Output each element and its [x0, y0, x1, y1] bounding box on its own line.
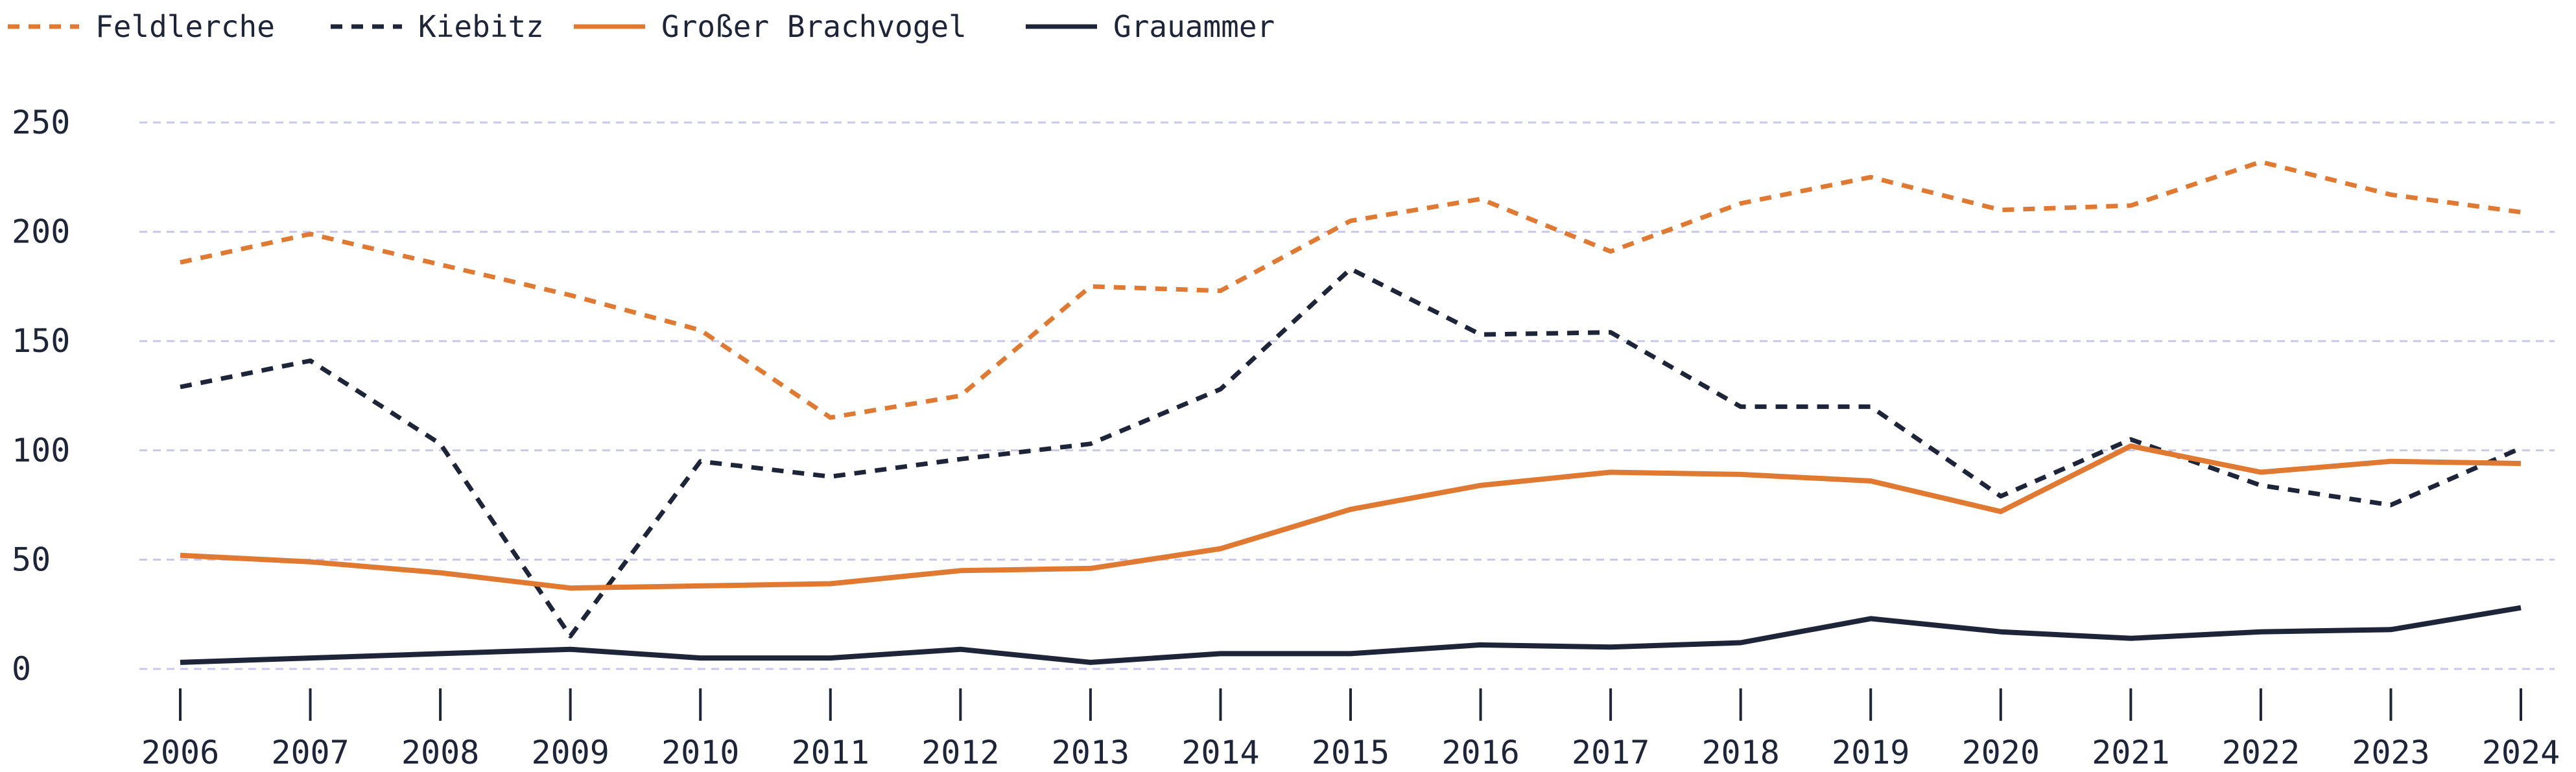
series-line-kiebitz	[180, 266, 2522, 638]
x-tick-label-2006: 2006	[141, 734, 219, 771]
y-tick-label-150: 150	[12, 322, 70, 360]
x-tick-label-2014: 2014	[1181, 734, 1259, 771]
y-tick-label-250: 250	[12, 104, 70, 141]
x-tick-label-2009: 2009	[531, 734, 609, 771]
x-axis: 2006 2007 2008 2009 2010 2011 2012 2013 2014 2015…	[141, 688, 2560, 771]
x-tick-label-2008: 2008	[401, 734, 479, 771]
x-tick-label-2011: 2011	[792, 734, 869, 771]
gridlines	[139, 121, 2555, 670]
legend: Feldlerche Kiebitz Großer Brachvogel Grauam…	[8, 9, 1275, 44]
x-tick-label-2010: 2010	[661, 734, 739, 771]
y-tick-label-200: 200	[12, 213, 70, 251]
x-tick-label-2018: 2018	[1701, 734, 1779, 771]
legend-label-grosser-brachvogel: Großer Brachvogel	[661, 9, 967, 44]
x-tick-label-2023: 2023	[2352, 734, 2429, 771]
x-tick-label-2017: 2017	[1572, 734, 1649, 771]
legend-label-feldlerche: Feldlerche	[95, 9, 275, 44]
series-line-grosser-brachvogel	[180, 443, 2522, 591]
legend-label-grauammer: Grauammer	[1113, 9, 1275, 44]
x-tick-label-2021: 2021	[2092, 734, 2169, 771]
plot-area	[180, 159, 2522, 665]
x-tick-label-2012: 2012	[921, 734, 999, 771]
series-line-grauammer	[180, 605, 2522, 665]
x-tick-label-2013: 2013	[1052, 734, 1129, 771]
x-tick-label-2015: 2015	[1312, 734, 1389, 771]
x-tick-label-2024: 2024	[2482, 734, 2560, 771]
x-tick-label-2022: 2022	[2222, 734, 2300, 771]
legend-label-kiebitz: Kiebitz	[418, 9, 544, 44]
x-tick-label-2020: 2020	[1962, 734, 2040, 771]
y-axis: 0 50 100 150 200 250	[12, 104, 70, 688]
x-tick-label-2019: 2019	[1832, 734, 1909, 771]
y-tick-label-100: 100	[12, 432, 70, 469]
series-line-feldlerche	[180, 159, 2522, 420]
x-tick-label-2007: 2007	[271, 734, 349, 771]
x-tick-label-2016: 2016	[1441, 734, 1519, 771]
y-tick-label-50: 50	[12, 541, 51, 578]
y-tick-label-0: 0	[12, 650, 31, 688]
